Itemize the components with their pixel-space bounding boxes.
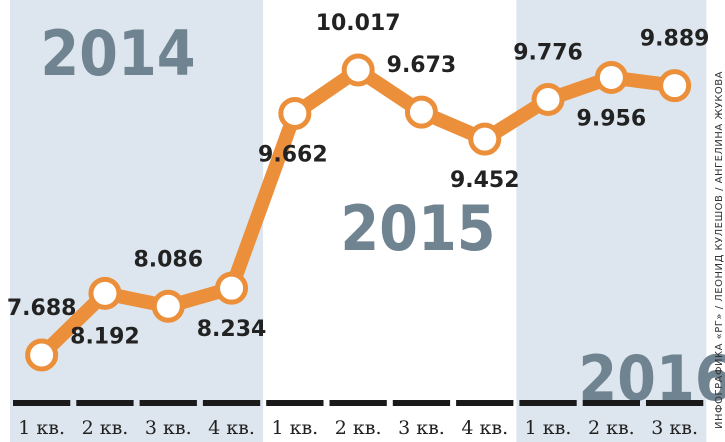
credit: ИНФОГРАФИКА «РГ» / ЛЕОНИД КУЛЕШОВ / АНГЕ… [714,71,725,429]
axis-segment [76,400,134,406]
axis-segment [519,400,577,406]
x-tick-label: 4 кв. [208,417,255,439]
point [215,271,249,305]
axis-segment [266,400,324,406]
x-tick-label: 1 кв. [271,417,318,439]
data-label: 9.956 [577,106,647,131]
axis-segment [329,400,387,406]
year-label: 2014 [40,17,195,90]
x-tick-label: 1 кв. [18,417,65,439]
point [531,82,565,116]
axis-segment [646,400,704,406]
point [88,276,122,310]
point [658,69,692,103]
year-panel [10,0,264,442]
point [151,289,185,323]
data-label: 10.017 [316,11,401,36]
data-label: 9.889 [640,27,710,52]
point [25,338,59,372]
axis-segment [139,400,197,406]
x-tick-label: 2 кв. [335,417,382,439]
point [468,122,502,156]
x-tick-label: 1 кв. [525,417,572,439]
point [404,95,438,129]
point [278,96,312,130]
year-panel [263,0,517,442]
point [594,60,628,94]
data-label: 9.776 [513,40,583,65]
year-label: 2015 [340,192,495,265]
point [341,53,375,87]
data-label: 7.688 [7,296,77,321]
data-label: 8.234 [197,317,267,342]
x-tick-label: 3 кв. [651,417,698,439]
data-label: 8.086 [133,247,203,272]
data-label: 9.662 [258,142,328,167]
x-tick-label: 2 кв. [588,417,635,439]
data-label: 9.673 [387,53,457,78]
x-tick-label: 3 кв. [398,417,445,439]
axis-segment [13,400,71,406]
x-tick-label: 3 кв. [145,417,192,439]
data-label: 8.192 [70,324,140,349]
x-tick-label: 4 кв. [461,417,508,439]
x-tick-label: 2 кв. [82,417,129,439]
axis-segment [582,400,640,406]
axis-segment [456,400,514,406]
axis-segment [392,400,451,406]
data-label: 9.452 [450,168,520,193]
axis-segment [202,400,261,406]
